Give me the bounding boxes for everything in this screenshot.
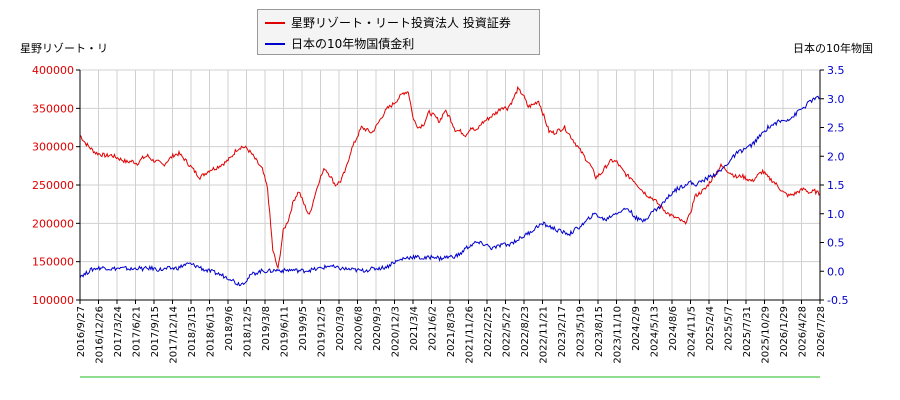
- x-tick-label: 2023/5/19: [576, 306, 587, 357]
- legend-label-reit: 星野リゾート・リート投資法人 投資証券: [291, 16, 511, 30]
- y-right-tick-label: 0.0: [827, 265, 845, 278]
- series-line-jgb: [79, 95, 821, 287]
- y-left-tick-label: 150000: [32, 256, 74, 269]
- x-tick-label: 2017/6/21: [132, 306, 143, 357]
- x-tick-label: 2016/9/27: [76, 306, 87, 357]
- x-tick-label: 2016/12/26: [95, 306, 106, 364]
- x-tick-label: 2023/8/15: [594, 306, 605, 357]
- x-tick-label: 2021/6/2: [428, 306, 439, 351]
- y-right-tick-label: 1.0: [827, 208, 845, 221]
- x-tick-label: 2019/9/5: [298, 306, 309, 351]
- y-right-tick-label: 1.5: [827, 179, 845, 192]
- x-tick-label: 2020/3/9: [335, 306, 346, 351]
- x-tick-label: 2019/12/5: [317, 306, 328, 357]
- y-left-tick-label: 200000: [32, 217, 74, 230]
- x-tick-label: 2020/6/8: [354, 306, 365, 351]
- y-right-tick-label: -0.5: [827, 294, 848, 307]
- x-tick-label: 2019/6/11: [280, 306, 291, 357]
- left-axis-title: 星野リゾート・リ: [20, 42, 108, 55]
- chart-legend: 星野リゾート・リート投資法人 投資証券 日本の10年物国債金利: [257, 9, 540, 55]
- x-tick-label: 2018/3/15: [187, 306, 198, 357]
- x-tick-label: 2018/9/6: [224, 306, 235, 351]
- x-tick-label: 2025/7/31: [742, 306, 753, 357]
- x-tick-label: 2018/12/5: [243, 306, 254, 357]
- x-tick-label: 2025/10/29: [761, 306, 772, 364]
- y-right-tick-label: 2.0: [827, 150, 845, 163]
- x-tick-label: 2022/2/25: [483, 306, 494, 357]
- x-tick-label: 2026/1/29: [779, 306, 790, 357]
- x-tick-label: 2024/8/6: [668, 306, 679, 351]
- series-line-reit: [79, 85, 821, 270]
- x-tick-label: 2025/5/7: [724, 306, 735, 351]
- legend-label-jgb: 日本の10年物国債金利: [291, 37, 415, 51]
- y-right-tick-label: 0.5: [827, 237, 845, 250]
- x-tick-label: 2017/12/14: [169, 306, 180, 364]
- x-tick-label: 2025/2/4: [705, 306, 716, 351]
- x-tick-label: 2017/9/15: [150, 306, 161, 357]
- x-tick-label: 2022/5/27: [502, 306, 513, 357]
- y-right-tick-label: 3.0: [827, 93, 845, 106]
- legend-swatch-reit: [265, 22, 285, 24]
- y-left-tick-label: 350000: [32, 102, 74, 115]
- x-tick-label: 2023/2/17: [557, 306, 568, 357]
- x-tick-label: 2023/11/10: [613, 306, 624, 364]
- x-tick-label: 2020/9/3: [372, 306, 383, 351]
- x-tick-label: 2024/5/13: [650, 306, 661, 357]
- x-tick-label: 2017/3/24: [113, 306, 124, 357]
- x-tick-label: 2026/4/28: [798, 306, 809, 357]
- y-right-tick-label: 2.5: [827, 122, 845, 135]
- right-axis-title: 日本の10年物国: [793, 42, 873, 55]
- x-tick-label: 2021/3/4: [409, 306, 420, 351]
- y-right-tick-label: 3.5: [827, 64, 845, 77]
- y-left-tick-label: 300000: [32, 141, 74, 154]
- x-tick-label: 2026/7/28: [816, 306, 827, 357]
- y-left-tick-label: 250000: [32, 179, 74, 192]
- x-tick-label: 2020/12/3: [391, 306, 402, 357]
- x-tick-label: 2021/11/26: [465, 306, 476, 364]
- x-tick-label: 2022/8/23: [520, 306, 531, 357]
- x-tick-label: 2018/6/13: [206, 306, 217, 357]
- y-left-tick-label: 100000: [32, 294, 74, 307]
- x-tick-label: 2019/3/8: [261, 306, 272, 351]
- x-tick-label: 2021/8/30: [446, 306, 457, 357]
- x-tick-label: 2024/2/9: [631, 306, 642, 351]
- y-left-tick-label: 400000: [32, 64, 74, 77]
- legend-swatch-jgb: [265, 43, 285, 45]
- x-tick-label: 2022/11/21: [539, 306, 550, 364]
- x-tick-label: 2024/11/5: [687, 306, 698, 357]
